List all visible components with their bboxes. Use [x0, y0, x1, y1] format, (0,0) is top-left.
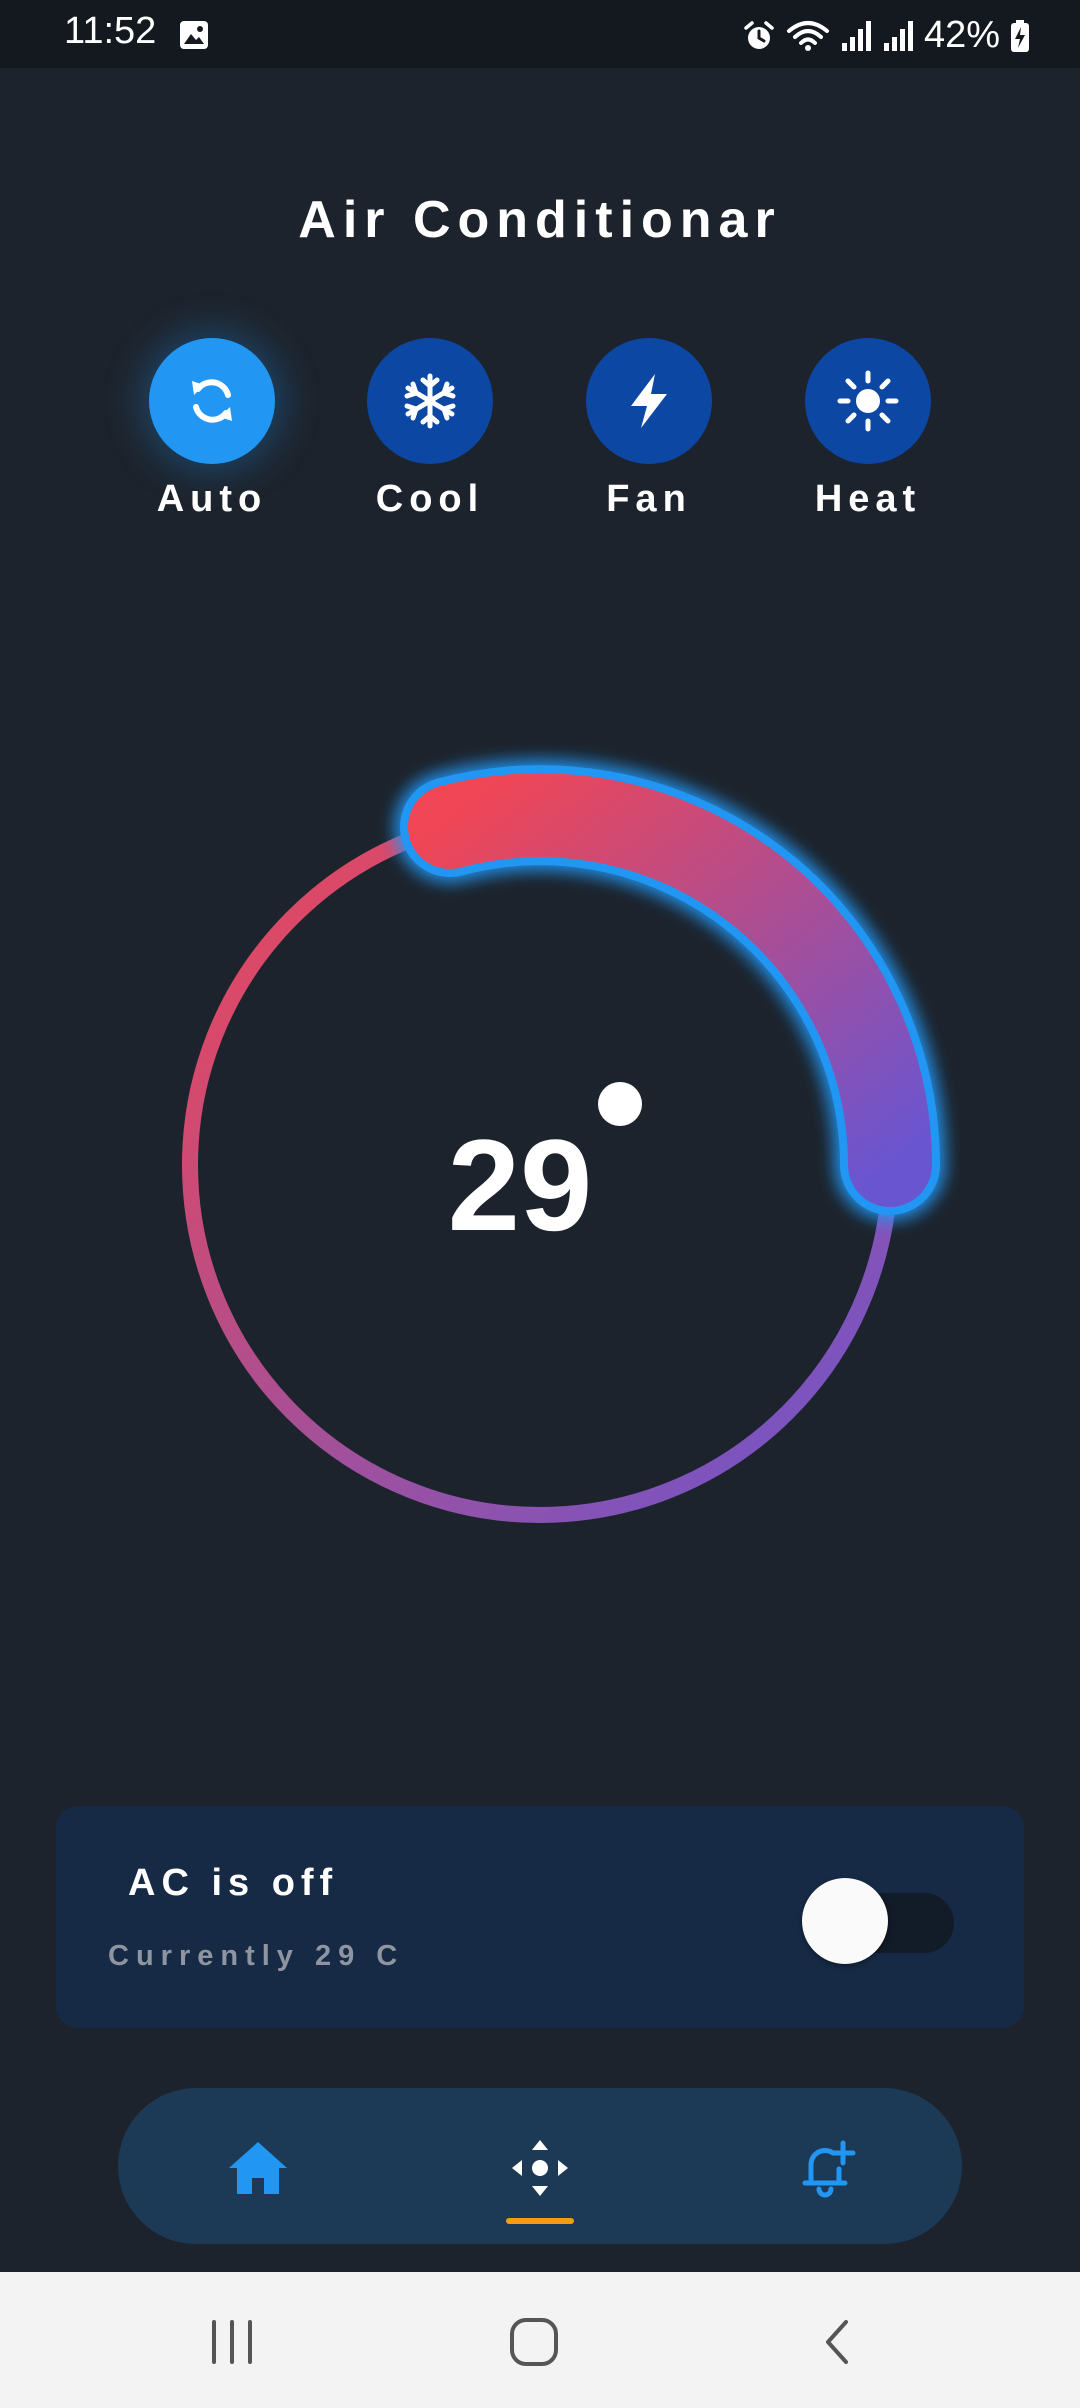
sync-icon: [192, 379, 232, 423]
page-title: Air Conditionar: [298, 191, 782, 249]
ac-status-card: AC is off Currently 29 C: [56, 1806, 1024, 2028]
mode-fan-button[interactable]: Fan: [559, 338, 739, 521]
status-bar: 11:52: [0, 0, 1080, 68]
bottom-navigation: [118, 2088, 962, 2244]
signal-icon: [841, 20, 871, 51]
wifi-icon: [786, 20, 829, 51]
nav-selected-indicator: [506, 2218, 574, 2224]
nav-remote[interactable]: [500, 2128, 580, 2208]
system-navigation-bar: [0, 2272, 1080, 2408]
ac-status-text: AC is off: [128, 1862, 339, 1904]
mode-cool-label: Cool: [375, 478, 485, 520]
back-icon[interactable]: [808, 2312, 868, 2372]
ac-current-temperature: Currently 29 C: [108, 1940, 405, 1972]
temperature-arc[interactable]: [408, 773, 932, 1207]
alarm-icon: [744, 20, 774, 49]
thermostat-ring: [182, 759, 946, 1523]
degree-symbol-icon: [598, 1082, 642, 1126]
mode-heat-circle: [805, 338, 931, 464]
mode-auto-circle: [149, 338, 275, 464]
battery-percent: 42%: [923, 14, 1000, 56]
mode-auto-label: Auto: [156, 478, 268, 520]
gallery-notification-icon: [180, 21, 208, 49]
nav-home[interactable]: [218, 2128, 298, 2208]
mode-selector: Auto Cool: [0, 338, 1080, 538]
mode-auto-button[interactable]: Auto: [122, 338, 302, 521]
toggle-thumb: [802, 1878, 888, 1964]
mode-cool-button[interactable]: Cool: [340, 338, 520, 521]
home-icon: [229, 2142, 287, 2194]
ac-power-toggle[interactable]: [802, 1878, 962, 1964]
thermostat-dial[interactable]: 29: [160, 740, 960, 1560]
snowflake-icon: [404, 373, 456, 429]
mode-cool-circle: [367, 338, 493, 464]
remote-control-icon: [512, 2140, 568, 2196]
mode-fan-label: Fan: [606, 478, 692, 520]
battery-charging-icon: [1011, 19, 1029, 52]
signal-icon-2: [883, 20, 913, 51]
mode-heat-label: Heat: [814, 478, 922, 520]
recent-apps-icon[interactable]: [202, 2312, 262, 2372]
mode-fan-circle: [586, 338, 712, 464]
nav-add-alarm[interactable]: [788, 2128, 868, 2208]
bolt-icon: [631, 374, 667, 428]
home-button-icon[interactable]: [504, 2312, 564, 2372]
temperature-value: 29: [447, 1112, 593, 1258]
mode-heat-button[interactable]: Heat: [778, 338, 958, 521]
status-icons: 42%: [742, 14, 1030, 57]
sun-icon: [837, 370, 899, 432]
status-time: 11:52: [64, 10, 157, 52]
add-alarm-icon: [802, 2140, 856, 2198]
